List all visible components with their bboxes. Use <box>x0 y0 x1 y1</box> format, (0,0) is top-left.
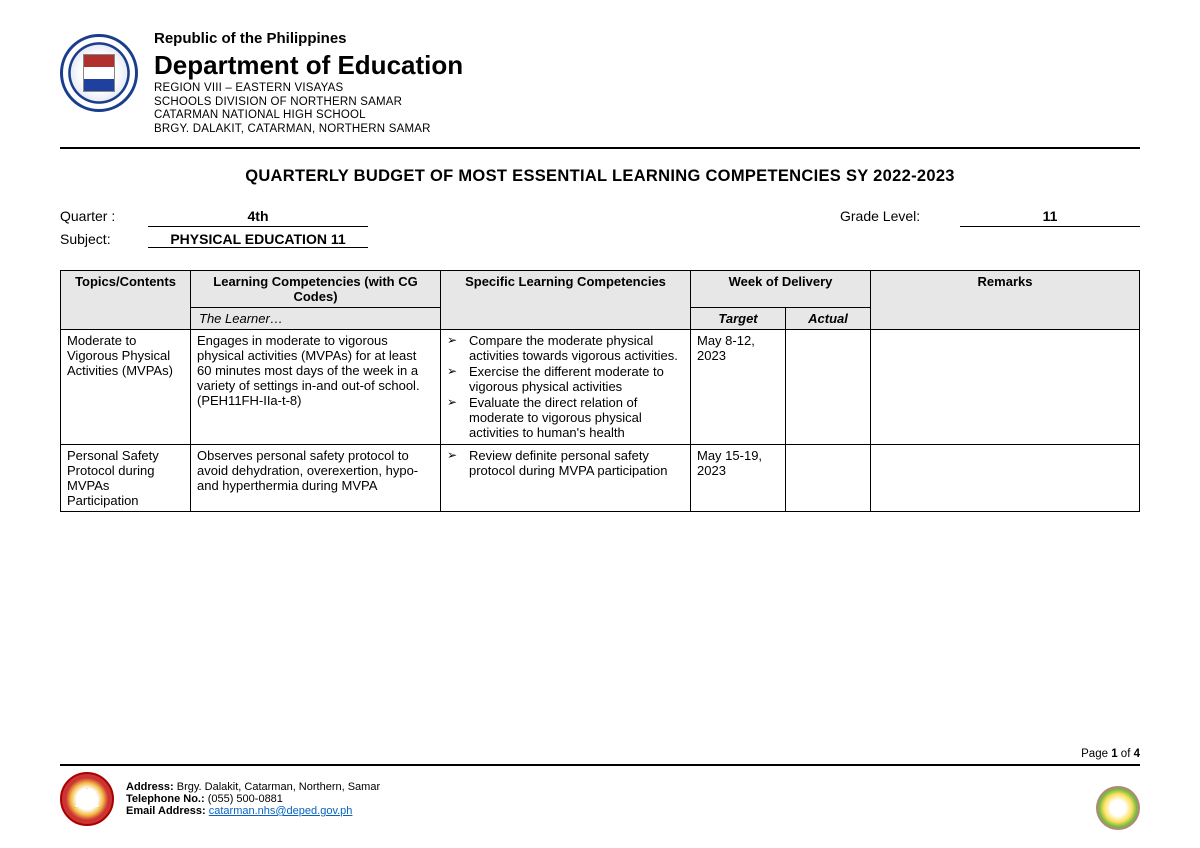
th-week: Week of Delivery <box>691 270 871 307</box>
th-lc-title: Learning Competencies (with CG Codes) <box>213 274 417 304</box>
cell-topic: Personal Safety Protocol during MVPAs Pa… <box>61 444 191 511</box>
department-line: Department of Education <box>154 50 463 81</box>
table-row: Personal Safety Protocol during MVPAs Pa… <box>61 444 1140 511</box>
th-actual: Actual <box>786 307 871 329</box>
cell-remarks <box>871 444 1140 511</box>
cell-target: May 8-12, 2023 <box>691 329 786 444</box>
cell-slc: Compare the moderate physical activities… <box>441 329 691 444</box>
email-link[interactable]: catarman.nhs@deped.gov.ph <box>209 805 353 817</box>
letterhead-text: Republic of the Philippines Department o… <box>154 30 463 137</box>
address-line: BRGY. DALAKIT, CATARMAN, NORTHERN SAMAR <box>154 123 463 137</box>
slc-item: Review definite personal safety protocol… <box>465 448 684 478</box>
th-lc: Learning Competencies (with CG Codes) <box>191 270 441 307</box>
region-line: REGION VIII – EASTERN VISAYAS <box>154 82 463 96</box>
colorful-stamp-icon <box>1096 786 1140 830</box>
deped-seal-icon <box>60 34 138 112</box>
th-remarks: Remarks <box>871 270 1140 329</box>
document-title: QUARTERLY BUDGET OF MOST ESSENTIAL LEARN… <box>60 167 1140 186</box>
letterhead: Republic of the Philippines Department o… <box>60 30 1140 137</box>
grade-value: 11 <box>960 208 1140 224</box>
cell-actual <box>786 444 871 511</box>
meta-row-1: Quarter : 4th Grade Level: 11 <box>60 208 1140 224</box>
quarter-label: Quarter : <box>60 208 148 224</box>
page-number: Page 1 of 4 <box>1081 748 1140 760</box>
meta-row-1-underline <box>60 226 1140 227</box>
page-footer: Page 1 of 4 Address: Brgy. Dalakit, Cata… <box>60 750 1140 826</box>
address-value: Brgy. Dalakit, Catarman, Northern, Samar <box>174 781 380 793</box>
table-row: Moderate to Vigorous Physical Activities… <box>61 329 1140 444</box>
th-slc: Specific Learning Competencies <box>441 270 691 329</box>
school-seal-icon <box>60 772 114 826</box>
division-line: SCHOOLS DIVISION OF NORTHERN SAMAR <box>154 96 463 110</box>
footer-contact: Address: Brgy. Dalakit, Catarman, Northe… <box>126 781 380 817</box>
email-label: Email Address: <box>126 805 206 817</box>
cell-topic: Moderate to Vigorous Physical Activities… <box>61 329 191 444</box>
meta-row-2: Subject: PHYSICAL EDUCATION 11 <box>60 231 1140 248</box>
cell-target: May 15-19, 2023 <box>691 444 786 511</box>
school-line: CATARMAN NATIONAL HIGH SCHOOL <box>154 109 463 123</box>
cell-lc: Observes personal safety protocol to avo… <box>191 444 441 511</box>
grade-label: Grade Level: <box>840 208 960 224</box>
republic-line: Republic of the Philippines <box>154 30 463 48</box>
tel-value: (055) 500-0881 <box>205 793 283 805</box>
table-header: Topics/Contents Learning Competencies (w… <box>61 270 1140 329</box>
th-lc-sub: The Learner… <box>191 307 441 329</box>
header-divider <box>60 147 1140 149</box>
cell-lc: Engages in moderate to vigorous physical… <box>191 329 441 444</box>
competencies-table: Topics/Contents Learning Competencies (w… <box>60 270 1140 512</box>
quarter-value: 4th <box>148 208 368 224</box>
tel-label: Telephone No.: <box>126 793 205 805</box>
slc-item: Compare the moderate physical activities… <box>465 333 684 363</box>
slc-item: Exercise the different moderate to vigor… <box>465 364 684 394</box>
address-label: Address: <box>126 781 174 793</box>
th-target: Target <box>691 307 786 329</box>
cell-actual <box>786 329 871 444</box>
slc-item: Evaluate the direct relation of moderate… <box>465 395 684 440</box>
cell-slc: Review definite personal safety protocol… <box>441 444 691 511</box>
cell-remarks <box>871 329 1140 444</box>
footer-divider <box>60 764 1140 766</box>
subject-label: Subject: <box>60 231 148 248</box>
subject-value: PHYSICAL EDUCATION 11 <box>148 231 368 248</box>
th-topics: Topics/Contents <box>61 270 191 329</box>
